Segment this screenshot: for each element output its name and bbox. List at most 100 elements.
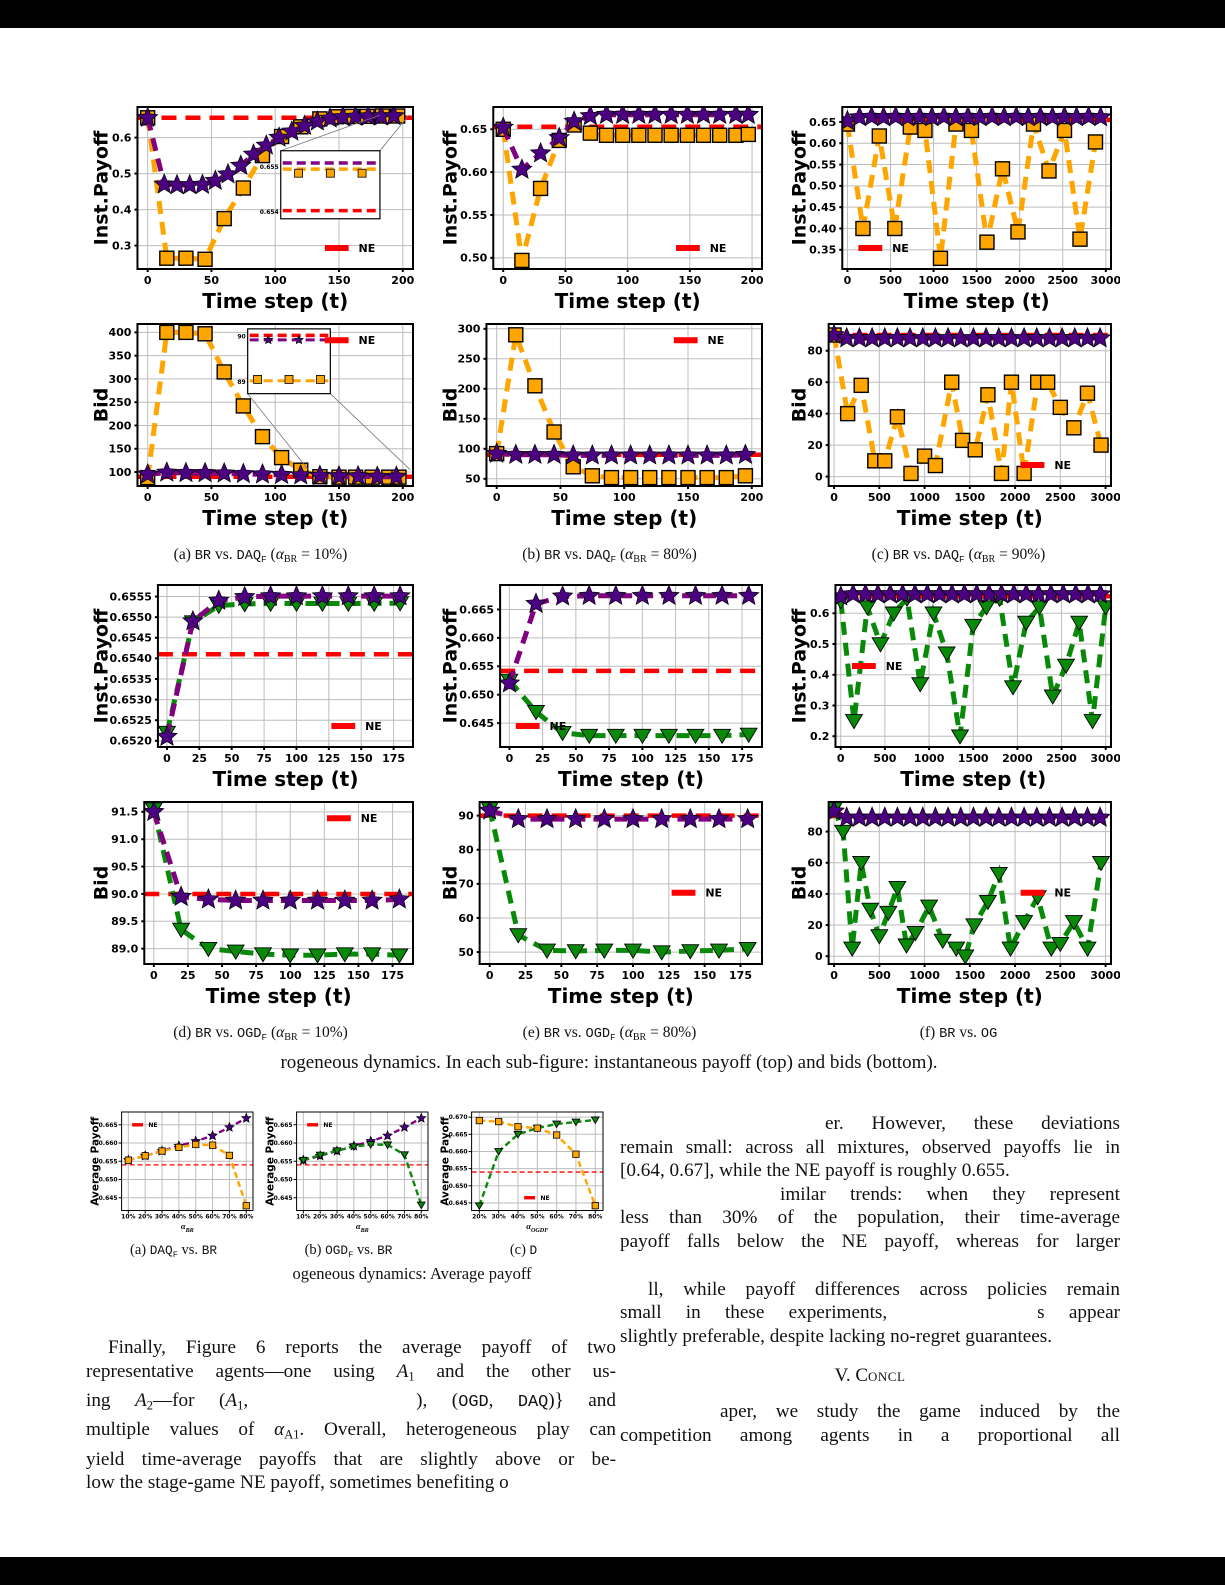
svg-text:0.45: 0.45 <box>809 201 836 214</box>
svg-text:0: 0 <box>486 969 494 982</box>
figure6-caption: ogeneous dynamics: Average payoff <box>292 1264 532 1283</box>
svg-text:50: 50 <box>553 491 569 504</box>
svg-text:3000: 3000 <box>1090 969 1120 982</box>
svg-text:100: 100 <box>108 466 131 479</box>
svg-text:2500: 2500 <box>1047 274 1078 287</box>
svg-text:0.40: 0.40 <box>809 222 836 235</box>
svg-text:2000: 2000 <box>1000 491 1031 504</box>
svg-text:100: 100 <box>613 491 636 504</box>
figure5-grid: 0.655 0.654 0 50 100 150 200 0.3 0.4 0.5 0.6 Time s… <box>86 100 1133 1056</box>
svg-text:NE: NE <box>710 242 727 255</box>
svg-text:89.0: 89.0 <box>111 943 138 956</box>
svg-text:89.5: 89.5 <box>111 915 138 928</box>
svg-text:NE: NE <box>886 660 903 673</box>
svg-text:Inst.Payoff: Inst.Payoff <box>789 608 811 723</box>
avg-payoff-chart-third: 20% 30% 40% 50% 60% 70% 80% 0.645 0.650 0.655 0.66… <box>440 1111 604 1232</box>
svg-text:Time step (t): Time step (t) <box>551 506 697 529</box>
svg-text:10%: 10% <box>296 1214 310 1221</box>
svg-text:αBR: αBR <box>181 1221 194 1232</box>
svg-text:100: 100 <box>279 969 302 982</box>
svg-text:0: 0 <box>144 274 152 287</box>
svg-text:0.6: 0.6 <box>112 131 132 144</box>
svg-text:Time step (t): Time step (t) <box>202 506 348 529</box>
svg-text:2500: 2500 <box>1045 969 1076 982</box>
svg-text:150: 150 <box>678 274 701 287</box>
chart-cell: 0 25 50 75 100 125 150 175 50 60 70 80 90 Time step (… <box>435 795 784 1012</box>
svg-text:50: 50 <box>568 752 584 765</box>
figure5-caption: rogeneous dynamics. In each sub-figure: … <box>280 1052 938 1073</box>
svg-text:Inst.Payoff: Inst.Payoff <box>789 130 811 245</box>
svg-text:40: 40 <box>807 888 823 901</box>
svg-text:0.6540: 0.6540 <box>109 652 152 665</box>
svg-text:200: 200 <box>108 419 131 432</box>
svg-text:0.50: 0.50 <box>809 180 836 193</box>
svg-text:NE: NE <box>148 1122 157 1129</box>
svg-text:NE: NE <box>708 334 725 347</box>
svg-text:0.660: 0.660 <box>459 632 494 645</box>
svg-text:91.5: 91.5 <box>111 806 138 819</box>
svg-text:200: 200 <box>391 491 414 504</box>
svg-text:50: 50 <box>214 969 230 982</box>
svg-text:αOGDF: αOGDF <box>526 1221 548 1232</box>
svg-text:25: 25 <box>518 969 533 982</box>
svg-text:Inst.Payoff: Inst.Payoff <box>91 130 113 245</box>
svg-text:1000: 1000 <box>918 274 949 287</box>
svg-text:0.3: 0.3 <box>810 699 830 712</box>
svg-text:Time step (t): Time step (t) <box>548 984 694 1007</box>
svg-text:80: 80 <box>807 825 823 838</box>
svg-text:150: 150 <box>328 491 351 504</box>
svg-text:0.650: 0.650 <box>459 689 494 702</box>
svg-text:100: 100 <box>457 443 480 456</box>
svg-text:80%: 80% <box>239 1214 253 1221</box>
svg-text:75: 75 <box>601 752 616 765</box>
svg-text:70%: 70% <box>397 1214 411 1221</box>
svg-text:0: 0 <box>837 752 845 765</box>
payoff-chart-br-vs-ogdf-10: 0 25 50 75 100 125 150 175 0.6520 0.6525 0.6530 0.6… <box>91 584 414 790</box>
svg-text:75: 75 <box>256 752 271 765</box>
svg-text:0.6: 0.6 <box>810 607 830 620</box>
chart-cell: 10% 20% 30% 40% 50% 60% 70% 80% 0.645 0.650 0.655 0… <box>261 1108 436 1234</box>
svg-text:89: 89 <box>237 379 245 386</box>
svg-text:0: 0 <box>144 491 152 504</box>
svg-text:Bid: Bid <box>440 866 462 901</box>
svg-text:30%: 30% <box>330 1214 344 1221</box>
svg-text:0.5: 0.5 <box>810 638 830 651</box>
svg-text:Time step (t): Time step (t) <box>904 289 1050 312</box>
svg-text:90.0: 90.0 <box>111 888 138 901</box>
svg-text:50: 50 <box>224 752 240 765</box>
svg-text:Average Payoff: Average Payoff <box>440 1116 452 1206</box>
svg-text:Time step (t): Time step (t) <box>900 767 1046 790</box>
subcaption-b: (b) BR vs. DAQF (αBR = 80%) <box>522 546 697 566</box>
svg-text:80%: 80% <box>414 1214 428 1221</box>
svg-text:100: 100 <box>616 274 639 287</box>
svg-text:NE: NE <box>1054 887 1071 900</box>
svg-text:Bid: Bid <box>91 388 113 423</box>
svg-text:80: 80 <box>458 844 474 857</box>
svg-text:0: 0 <box>830 969 838 982</box>
svg-text:Average Payoff: Average Payoff <box>265 1116 277 1206</box>
bid-chart-br-vs-daqf-10: 90 89 0 50 100 150 200 100 150 200 250 300 350 400 Tim… <box>91 323 415 529</box>
svg-text:0: 0 <box>506 752 514 765</box>
svg-text:0.6555: 0.6555 <box>109 590 151 603</box>
chart-cell: 90 89 0 50 100 150 200 100 150 200 250 300 350 400 Tim… <box>86 317 435 534</box>
svg-text:20: 20 <box>807 919 823 932</box>
svg-text:Time step (t): Time step (t) <box>212 767 358 790</box>
svg-text:0: 0 <box>815 950 823 963</box>
svg-text:NE: NE <box>323 1122 332 1129</box>
svg-text:175: 175 <box>381 969 404 982</box>
svg-text:400: 400 <box>108 326 131 339</box>
svg-text:0.650: 0.650 <box>449 1183 468 1190</box>
svg-text:60: 60 <box>458 912 474 925</box>
section-heading-conclusion: V. Concl <box>834 1365 906 1387</box>
svg-text:50: 50 <box>204 274 220 287</box>
svg-text:Time step (t): Time step (t) <box>555 289 701 312</box>
chart-cell: 0 25 50 75 100 125 150 175 0.6520 0.6525 0.6530 0.6… <box>86 578 435 795</box>
svg-text:NE: NE <box>365 720 382 733</box>
svg-text:1500: 1500 <box>961 274 992 287</box>
chart-cell: 0 25 50 75 100 125 150 175 89.0 89.5 90.0 90.5 91.0 9… <box>86 795 435 1012</box>
subcaption-a: (a) BR vs. DAQF (αBR = 10%) <box>173 546 348 566</box>
svg-text:100: 100 <box>285 752 308 765</box>
svg-text:100: 100 <box>631 752 654 765</box>
top-black-bar <box>0 0 1225 28</box>
